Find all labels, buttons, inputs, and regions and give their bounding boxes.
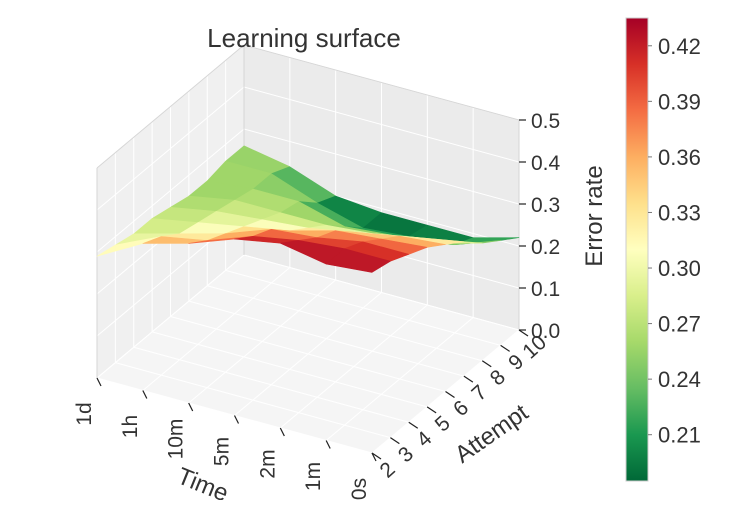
grid-line	[96, 254, 245, 379]
grid-line	[243, 128, 520, 205]
y-tick-mark	[408, 421, 419, 429]
colorbar-tick-label: 0.36	[658, 145, 701, 170]
grid-line	[207, 285, 483, 362]
colorbar-tick-label: 0.21	[658, 423, 701, 448]
colorbar-tick-label: 0.39	[658, 89, 701, 114]
chart-title: Learning surface	[207, 23, 401, 53]
grid-line	[96, 128, 245, 253]
z-axis-label: Error rate	[581, 165, 608, 266]
surface	[96, 145, 520, 273]
x-tick-mark	[96, 377, 102, 387]
x-tick-mark	[233, 415, 240, 424]
colorbar-ticks: 0.21 0.24 0.27 0.30 0.33 0.36 0.39 0.42	[648, 34, 701, 448]
colorbar-tick-label: 0.27	[658, 312, 701, 337]
colorbar-gradient	[625, 17, 649, 482]
grid-line	[188, 300, 465, 377]
y-tick-label: 7	[467, 381, 491, 406]
x-tick-label: 0s	[348, 478, 371, 500]
y-tick-label: 2	[376, 458, 400, 483]
x-tick-mark	[325, 440, 331, 449]
y-tick-label: 5	[431, 412, 455, 437]
y-tick-label: 6	[449, 396, 473, 421]
grid-line	[96, 86, 245, 211]
y-tick-mark	[500, 344, 510, 352]
colorbar-tick-label: 0.30	[658, 256, 701, 281]
grid-line	[225, 269, 501, 346]
x-tick-mark	[188, 402, 194, 412]
grid-line	[243, 86, 520, 163]
y-tick-mark	[426, 406, 437, 414]
y-tick-mark	[481, 360, 492, 368]
grid-line	[151, 331, 428, 408]
axis-panes	[96, 44, 520, 454]
y-tick-label: 3	[394, 442, 418, 467]
y-tick-mark	[463, 375, 474, 383]
y-tick-mark	[390, 437, 400, 445]
x-tick-label: 5m	[211, 437, 234, 466]
x-tick-mark	[371, 452, 377, 462]
surface-cell	[325, 248, 391, 273]
y-tick-mark	[518, 329, 529, 337]
colorbar: 0.21 0.24 0.27 0.30 0.33 0.36 0.39 0.42	[625, 17, 701, 482]
y-tick-mark	[371, 452, 382, 460]
x-tick-label: 10m	[165, 419, 188, 460]
x-tick-label: 1m	[302, 462, 325, 491]
z-tick-label: 0.2	[531, 236, 560, 259]
colorbar-tick-label: 0.24	[658, 367, 701, 392]
x-tick-label: 2m	[256, 449, 279, 478]
x-tick-label: 1d	[73, 402, 96, 425]
grid-line	[243, 254, 520, 331]
z-tick-label: 0.4	[531, 152, 561, 175]
pane-edge	[96, 44, 245, 169]
z-tick-label: 0.5	[531, 110, 560, 133]
x-tick-mark	[142, 390, 148, 399]
y-tick-mark	[445, 391, 455, 398]
x-tick-label: 1h	[119, 415, 142, 438]
colorbar-tick-label: 0.42	[658, 34, 701, 59]
x-tick-mark	[279, 427, 285, 437]
colorbar-tick-label: 0.33	[658, 200, 701, 225]
pane-edge	[243, 44, 520, 121]
z-tick-label: 0.1	[531, 278, 560, 301]
z-tick-label: 0.0	[531, 320, 560, 343]
grid-line	[115, 362, 391, 439]
x-axis-label: Time	[173, 463, 232, 500]
grid-line	[133, 346, 409, 423]
grid-line	[170, 316, 446, 392]
z-tick-label: 0.3	[531, 194, 560, 217]
y-tick-label: 4	[412, 427, 436, 452]
y-tick-label: 8	[486, 365, 510, 390]
